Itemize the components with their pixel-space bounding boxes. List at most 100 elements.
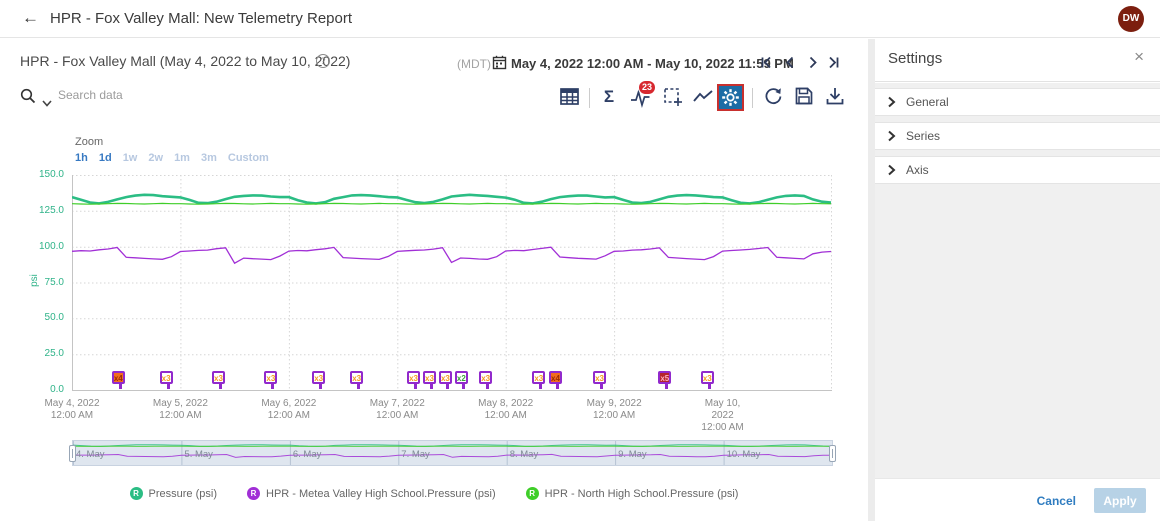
- navigator-day-label: 8. May: [509, 449, 539, 460]
- alarm-marker[interactable]: x3: [532, 371, 549, 389]
- alarm-marker-count: x3: [479, 371, 493, 384]
- zoom-option-1w[interactable]: 1w: [122, 152, 138, 164]
- alarm-count-badge: 23: [638, 80, 657, 95]
- alarm-marker[interactable]: x3: [423, 371, 440, 389]
- alarm-marker[interactable]: x2: [454, 371, 472, 389]
- trend-chart-icon[interactable]: [691, 86, 715, 110]
- toolbar-divider: [752, 88, 753, 108]
- settings-section-series[interactable]: Series: [875, 122, 1160, 150]
- alarm-marker[interactable]: x3: [159, 371, 177, 389]
- alarm-marker[interactable]: x3: [212, 371, 229, 389]
- back-arrow-icon[interactable]: ←: [22, 8, 39, 27]
- settings-gear-icon[interactable]: [717, 84, 744, 111]
- plot-area[interactable]: [72, 175, 833, 391]
- panel-scrollbar[interactable]: [868, 39, 875, 521]
- legend-label: HPR - Metea Valley High School.Pressure …: [266, 487, 496, 500]
- alarm-marker-count: x3: [593, 371, 607, 384]
- y-tick-label: 50.0: [44, 312, 64, 324]
- alarm-marker-count: x3: [212, 371, 225, 384]
- alarm-marker-stem: [539, 384, 543, 389]
- first-page-icon[interactable]: [760, 56, 778, 72]
- alarm-marker[interactable]: x3: [438, 371, 456, 389]
- zoom-option-custom[interactable]: Custom: [227, 152, 269, 164]
- telemetry-chart: Zoom 1h 1d 1w 2w 1m 3m Custom psi 150.0 125.0 10…: [0, 130, 868, 521]
- range-navigator[interactable]: 4. May 5. May 6. May 7. May 8. May 9. May 10. …: [69, 440, 836, 466]
- user-avatar[interactable]: DW: [1118, 6, 1144, 32]
- settings-section-axis[interactable]: Axis: [875, 156, 1160, 184]
- navigator-day-label: 10. May: [726, 449, 761, 460]
- x-axis-labels: May 4, 2022 12:00 AM May 5, 2022 12:00 AM Ma…: [44, 398, 831, 434]
- y-tick-label: 25.0: [44, 348, 64, 360]
- legend-item[interactable]: R HPR - North High School.Pressure (psi): [525, 487, 739, 500]
- navigator-left-handle[interactable]: [69, 445, 76, 462]
- alarm-marker[interactable]: x4: [111, 371, 129, 389]
- alarm-marker-count: x3: [312, 371, 326, 384]
- navigator-day-label: 6. May: [292, 449, 322, 460]
- legend-marker-icon: R: [247, 487, 260, 500]
- calendar-icon[interactable]: [492, 55, 507, 75]
- alarm-marker[interactable]: x3: [700, 371, 718, 389]
- settings-section-label: Axis: [906, 163, 929, 177]
- search-input[interactable]: [58, 88, 278, 102]
- alarm-marker[interactable]: x3: [350, 371, 367, 389]
- alarm-marker[interactable]: x5: [658, 371, 675, 389]
- last-page-icon[interactable]: [827, 56, 845, 72]
- alarm-marker-count: x3: [350, 371, 364, 384]
- navigator-mini-chart: [72, 441, 833, 465]
- alarm-marker[interactable]: x3: [264, 371, 281, 389]
- legend-marker-icon: R: [129, 487, 143, 500]
- alarm-marker[interactable]: x3: [479, 371, 496, 389]
- navigator-day-label: 5. May: [184, 449, 213, 460]
- previous-page-icon[interactable]: [784, 56, 802, 72]
- alarm-marker[interactable]: x3: [312, 371, 329, 389]
- alarm-marker[interactable]: x4: [549, 371, 566, 389]
- settings-section-general[interactable]: General: [875, 88, 1160, 116]
- close-icon[interactable]: ×: [1134, 47, 1144, 66]
- alarm-marker-count: x3: [264, 371, 278, 384]
- apply-button[interactable]: Apply: [1094, 488, 1146, 513]
- next-page-icon[interactable]: [806, 56, 824, 72]
- y-tick-label: 75.0: [44, 276, 64, 288]
- alarms-icon[interactable]: [628, 86, 652, 110]
- legend-item[interactable]: R Pressure (psi): [129, 487, 217, 500]
- zoom-option-1m[interactable]: 1m: [174, 152, 190, 164]
- alarm-marker-count: x4: [111, 371, 125, 384]
- alarm-marker[interactable]: x3: [593, 371, 610, 389]
- navigator-right-handle[interactable]: [829, 445, 836, 462]
- zoom-option-3m[interactable]: 3m: [200, 152, 217, 164]
- navigator-day-label: 4. May: [76, 449, 105, 460]
- alarm-marker-count: x4: [549, 371, 562, 384]
- table-view-icon[interactable]: [557, 86, 581, 110]
- report-title: HPR - Fox Valley Mall (May 4, 2022 to Ma…: [20, 53, 351, 69]
- download-icon[interactable]: [823, 86, 847, 110]
- save-icon[interactable]: [792, 86, 816, 110]
- legend-item[interactable]: R HPR - Metea Valley High School.Pressure…: [247, 487, 496, 500]
- zoom-buttons: 1h 1d 1w 2w 1m 3m Custom: [75, 152, 269, 164]
- alarm-marker[interactable]: x3: [407, 371, 424, 389]
- settings-panel: Settings × General Series Axis Cancel Appl…: [868, 39, 1160, 521]
- alarm-marker-stem: [166, 384, 170, 389]
- help-icon[interactable]: ?: [316, 54, 330, 68]
- settings-footer: Cancel Apply: [875, 478, 1160, 521]
- search-icon[interactable]: [20, 88, 36, 109]
- timezone-label: (MDT): [457, 57, 491, 71]
- settings-section-label: Series: [906, 129, 941, 143]
- alarm-marker-stem: [219, 384, 222, 389]
- alarm-marker-count: x2: [454, 371, 468, 384]
- date-range[interactable]: May 4, 2022 12:00 AM - May 10, 2022 11:5…: [511, 56, 794, 71]
- legend-label: HPR - North High School.Pressure (psi): [544, 487, 739, 500]
- settings-sections: General Series Axis: [875, 83, 1160, 478]
- alarm-marker-stem: [707, 384, 711, 389]
- alarm-marker-stem: [118, 384, 122, 389]
- cancel-button[interactable]: Cancel: [1036, 494, 1076, 508]
- refresh-icon[interactable]: [761, 86, 785, 110]
- sum-icon[interactable]: Σ: [603, 87, 615, 106]
- zoom-option-1h[interactable]: 1h: [75, 152, 88, 164]
- select-region-icon[interactable]: [660, 86, 684, 110]
- zoom-option-1d[interactable]: 1d: [98, 152, 112, 164]
- navigator-day-label: 9. May: [618, 449, 647, 460]
- app-title: HPR - Fox Valley Mall: New Telemetry Rep…: [50, 10, 353, 27]
- search-scope-chevron-icon[interactable]: [42, 94, 52, 112]
- chart-legend: R Pressure (psi) R HPR - Metea Valley High …: [0, 487, 868, 500]
- zoom-option-2w[interactable]: 2w: [148, 152, 164, 164]
